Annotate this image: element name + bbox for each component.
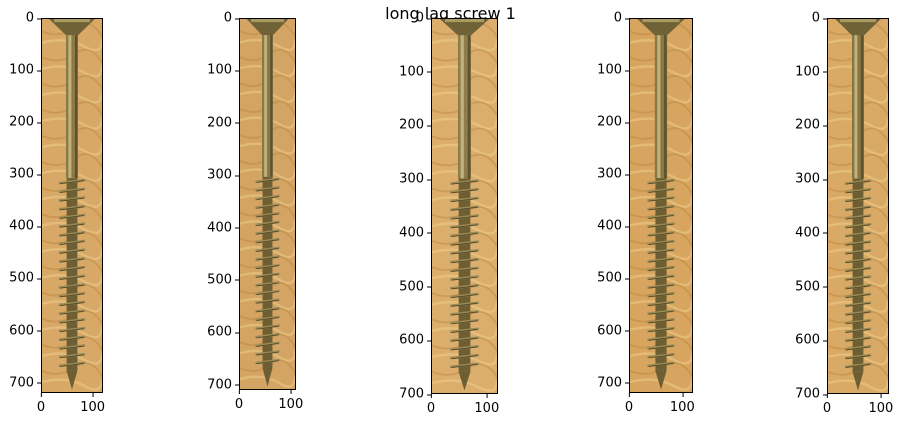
x-tick-label: 100: [474, 394, 499, 416]
y-tick-label: 400: [9, 219, 41, 234]
y-tick-label: 100: [795, 64, 827, 79]
y-tick-label: 500: [795, 279, 827, 294]
y-tick-label: 0: [224, 11, 240, 26]
y-tick-label: 600: [9, 323, 41, 338]
y-tick-label: 700: [207, 377, 239, 392]
y-tick-label: 0: [26, 11, 42, 26]
y-tick-label: 400: [795, 225, 827, 240]
y-tick-label: 400: [597, 219, 629, 234]
x-tick-label: 0: [37, 393, 45, 415]
y-tick-label: 600: [795, 333, 827, 348]
image-panel-3: 0 100 200 300 400 500 600 700 0 100: [399, 11, 499, 417]
screw-photo: [431, 18, 498, 394]
y-tick-label: 500: [597, 271, 629, 286]
x-tick-label: 100: [278, 390, 303, 412]
image-panel-1: 0 100 200 300 400 500 600 700 0 100: [9, 11, 105, 416]
y-tick-label: 500: [9, 271, 41, 286]
y-tick-label: 300: [9, 167, 41, 182]
y-tick-label: 200: [207, 115, 239, 130]
y-tick-label: 0: [812, 11, 828, 26]
y-tick-label: 200: [795, 118, 827, 133]
y-tick-label: 100: [399, 64, 431, 79]
y-tick-label: 100: [597, 63, 629, 78]
image-panel-5: 0 100 200 300 400 500 600 700 0 100: [795, 11, 893, 417]
y-tick-label: 400: [207, 220, 239, 235]
image-panel-4: 0 100 200 300 400 500 600 700 0 100: [597, 11, 695, 416]
y-tick-label: 600: [207, 325, 239, 340]
y-tick-label: 100: [207, 63, 239, 78]
y-tick-label: 700: [795, 387, 827, 402]
x-tick-label: 0: [625, 393, 633, 415]
screw-photo: [239, 18, 296, 390]
y-tick-label: 300: [597, 167, 629, 182]
screw-photo: [41, 18, 103, 393]
y-tick-label: 200: [597, 115, 629, 130]
x-tick-label: 0: [427, 394, 435, 416]
x-tick-label: 100: [670, 393, 695, 415]
y-tick-label: 500: [399, 279, 431, 294]
y-tick-label: 700: [399, 387, 431, 402]
screw-photo: [629, 18, 693, 393]
y-tick-label: 200: [9, 115, 41, 130]
y-tick-label: 300: [207, 168, 239, 183]
x-tick-label: 0: [235, 390, 243, 412]
y-tick-label: 300: [795, 172, 827, 187]
x-tick-label: 100: [868, 394, 893, 416]
y-tick-label: 300: [399, 172, 431, 187]
y-tick-label: 200: [399, 118, 431, 133]
image-panel-2: 0 100 200 300 400 500 600 700 0 100: [207, 11, 303, 413]
y-tick-label: 500: [207, 272, 239, 287]
screw-photo: [827, 18, 889, 394]
y-tick-label: 700: [597, 375, 629, 390]
y-tick-label: 600: [399, 333, 431, 348]
y-tick-label: 0: [416, 11, 432, 26]
x-tick-label: 0: [823, 394, 831, 416]
x-tick-label: 100: [80, 393, 105, 415]
y-tick-label: 100: [9, 63, 41, 78]
y-tick-label: 600: [597, 323, 629, 338]
y-tick-label: 700: [9, 375, 41, 390]
y-tick-label: 0: [614, 11, 630, 26]
y-tick-label: 400: [399, 225, 431, 240]
